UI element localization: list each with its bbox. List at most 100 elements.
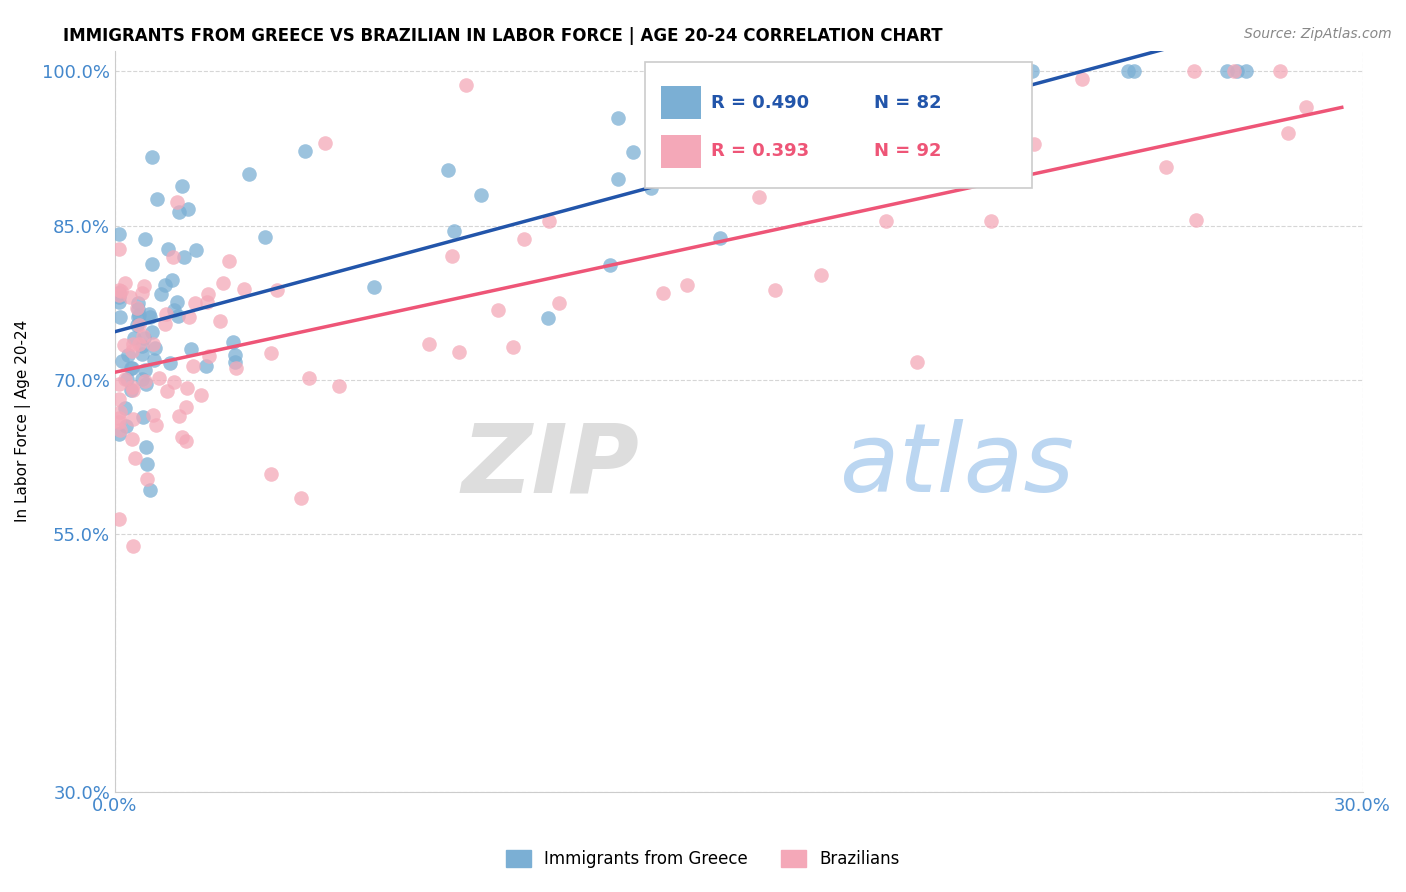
Point [599,258,621,272]
Point [290,491,312,505]
Point [108,423,131,437]
Point [173,250,195,264]
Point [121,336,143,351]
Point [127,295,149,310]
Point [443,224,465,238]
Point [153,318,176,332]
Point [180,342,202,356]
Point [108,295,131,310]
Point [122,540,145,554]
Point [149,286,172,301]
Point [143,341,166,355]
Point [108,392,131,406]
Point [1268,64,1291,78]
Point [1223,64,1246,78]
Text: N = 82: N = 82 [873,94,941,112]
Point [167,205,190,219]
Point [172,178,194,193]
Point [1123,64,1146,78]
Point [810,268,832,282]
Point [166,295,188,310]
Point [145,418,167,433]
Point [905,355,928,369]
Point [208,314,231,328]
Point [108,415,131,429]
Point [108,511,131,525]
Point [748,190,770,204]
Point [253,230,276,244]
Point [132,331,155,345]
Point [125,301,148,316]
Point [108,227,131,242]
Point [879,96,901,111]
Point [222,335,245,350]
Point [108,290,131,304]
Point [363,280,385,294]
Point [125,318,148,332]
FancyBboxPatch shape [645,62,1032,188]
Text: ZIP: ZIP [461,419,638,512]
Point [162,250,184,264]
Point [470,188,492,202]
Point [108,283,131,297]
Point [607,172,630,186]
Point [538,214,561,228]
Point [131,329,153,343]
Point [146,192,169,206]
Point [607,111,630,125]
Point [486,303,509,318]
Point [167,409,190,423]
Point [160,273,183,287]
Point [135,377,157,392]
Point [177,202,200,217]
Point [266,283,288,297]
Point [709,230,731,244]
Point [1154,160,1177,174]
Point [141,256,163,270]
Point [132,278,155,293]
Text: R = 0.393: R = 0.393 [711,143,810,161]
Point [122,411,145,425]
Point [980,214,1002,228]
Point [121,383,143,397]
Point [233,282,256,296]
Point [121,379,143,393]
Point [163,302,186,317]
Point [1216,64,1239,78]
Point [120,289,142,303]
Point [135,441,157,455]
Point [437,163,460,178]
Point [131,347,153,361]
Point [314,136,336,151]
Point [502,341,524,355]
Point [127,310,149,324]
Point [132,409,155,424]
Point [676,278,699,293]
Point [176,381,198,395]
Point [156,384,179,398]
Point [120,383,142,397]
Point [134,232,156,246]
Point [195,294,218,309]
Point [159,356,181,370]
Point [190,387,212,401]
Point [117,348,139,362]
Point [121,433,143,447]
Point [1185,213,1208,227]
Point [167,309,190,323]
Point [136,457,159,471]
Point [763,283,786,297]
Point [108,288,131,302]
Point [1071,72,1094,87]
Point [440,248,463,262]
Point [108,410,131,425]
Point [194,359,217,373]
Point [121,361,143,376]
Point [513,232,536,246]
Point [115,372,138,386]
Point [128,318,150,333]
Point [197,349,219,363]
Point [108,377,131,392]
Point [181,359,204,373]
Point [141,325,163,339]
